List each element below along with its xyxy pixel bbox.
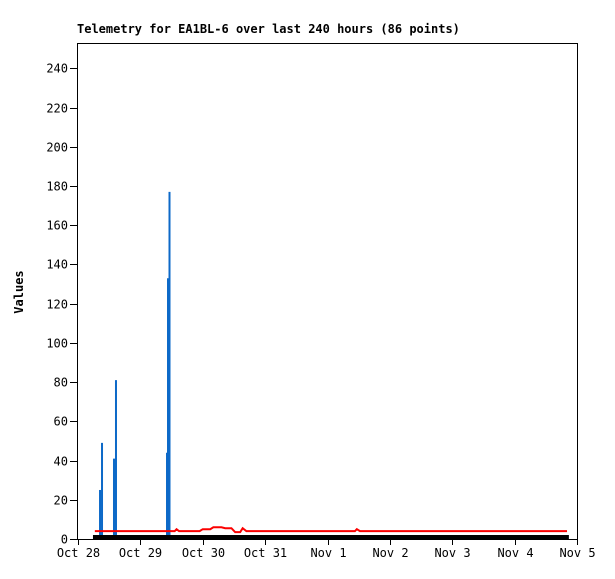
y-tick-label: 120 <box>46 298 68 312</box>
x-tick-label: Nov 2 <box>372 546 408 560</box>
x-tick-label: Nov 4 <box>497 546 533 560</box>
y-tick-label: 200 <box>46 141 68 155</box>
y-tick-label: 60 <box>54 415 68 429</box>
plot-border <box>77 43 578 540</box>
y-tick-label: 80 <box>54 376 68 390</box>
x-tick-label: Oct 31 <box>244 546 287 560</box>
x-tick-label: Oct 30 <box>182 546 225 560</box>
x-tick-label: Nov 3 <box>434 546 470 560</box>
y-tick-label: 0 <box>61 533 68 547</box>
x-tick-label: Oct 28 <box>57 546 100 560</box>
x-tick-label: Nov 1 <box>310 546 346 560</box>
x-tick-label: Nov 5 <box>559 546 595 560</box>
chart-title: Telemetry for EA1BL-6 over last 240 hour… <box>77 22 460 36</box>
y-tick-label: 100 <box>46 337 68 351</box>
y-tick-label: 20 <box>54 494 68 508</box>
telemetry-channel-red-line <box>94 526 568 534</box>
y-tick-label: 180 <box>46 180 68 194</box>
y-tick-label: 160 <box>46 219 68 233</box>
y-tick-label: 40 <box>54 455 68 469</box>
y-tick-label: 140 <box>46 258 68 272</box>
y-tick-label: 240 <box>46 62 68 76</box>
y-tick-label: 220 <box>46 102 68 116</box>
x-tick-label: Oct 29 <box>119 546 162 560</box>
